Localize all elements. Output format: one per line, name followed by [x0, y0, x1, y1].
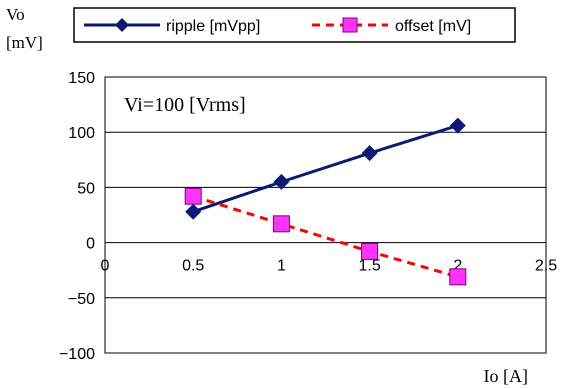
series-1-line — [192, 194, 459, 279]
x-tick-label-5: 2.5 — [535, 258, 557, 275]
annotation-text: Vi=100 [Vrms] — [124, 94, 246, 116]
x-axis-label: Io [A] — [484, 366, 528, 386]
y-axis-label-line1: Vo — [6, 5, 25, 24]
series-layer — [184, 117, 467, 286]
y-tick-label-5: −100 — [59, 346, 95, 363]
x-tick-label-1: 0.5 — [182, 258, 204, 275]
series-0-point-1 — [273, 173, 290, 190]
legend: ripple [mVpp] offset [mV] — [73, 7, 516, 43]
y-tick-label-4: −50 — [68, 291, 95, 308]
x-tick-label-0: 0 — [101, 258, 110, 275]
series-1-point-1 — [272, 215, 290, 233]
x-tick-label-4: 2 — [453, 258, 462, 275]
series-0-point-0 — [185, 203, 202, 220]
legend-ripple-label: ripple [mVpp] — [166, 18, 260, 35]
y-axis-label-line2: [mV] — [6, 33, 43, 52]
series-0-point-2 — [361, 145, 378, 162]
x-tick-label-3: 1.5 — [358, 258, 380, 275]
y-tick-label-1: 100 — [68, 125, 95, 142]
legend-offset-marker — [342, 17, 358, 33]
legend-ripple-marker — [115, 18, 129, 32]
y-tick-label-3: 0 — [86, 236, 95, 253]
y-tick-label-2: 50 — [77, 180, 95, 197]
grid — [105, 131, 546, 299]
series-0-point-3 — [449, 117, 466, 134]
x-tick-labels: 0 0.5 1 1.5 2 2.5 — [101, 258, 558, 275]
series-1-point-2 — [361, 242, 379, 260]
series-1-point-0 — [184, 187, 202, 205]
series-0-line — [192, 124, 459, 214]
series-1-point-3 — [449, 268, 467, 286]
x-tick-label-2: 1 — [277, 258, 286, 275]
y-tick-labels: 150 100 50 0 −50 −100 — [59, 70, 95, 363]
plot-area — [104, 76, 547, 354]
y-tick-label-0: 150 — [68, 70, 95, 87]
legend-offset-label: offset [mV] — [395, 18, 471, 35]
